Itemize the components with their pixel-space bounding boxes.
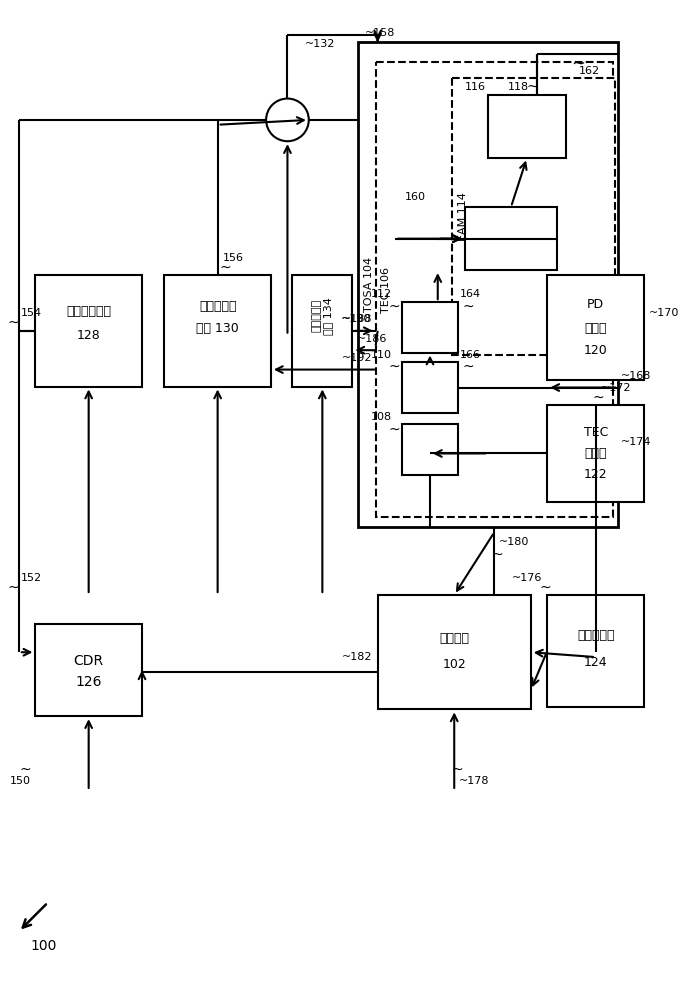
Bar [293, 275, 353, 387]
Text: PD: PD [587, 298, 604, 311]
Text: 154: 154 [20, 308, 42, 318]
Text: TEC: TEC [584, 426, 608, 439]
Text: 150: 150 [10, 776, 31, 786]
Bar [164, 275, 271, 387]
Text: 152: 152 [20, 573, 42, 583]
Bar [548, 405, 644, 502]
Bar [548, 595, 644, 707]
Text: ~186: ~186 [357, 334, 387, 344]
Text: ~174: ~174 [621, 437, 651, 447]
Text: 128: 128 [77, 329, 100, 342]
Text: ~: ~ [388, 300, 400, 314]
Text: ~180: ~180 [499, 537, 530, 547]
Bar [548, 275, 644, 380]
Text: ~: ~ [8, 580, 19, 594]
Text: ~: ~ [527, 80, 539, 94]
Text: ~: ~ [20, 763, 31, 777]
Text: 120: 120 [584, 344, 608, 357]
Text: 调制器偏置: 调制器偏置 [199, 300, 237, 313]
Text: ~: ~ [593, 390, 604, 404]
Text: ~: ~ [463, 300, 475, 314]
Bar [378, 595, 531, 709]
Text: ~176: ~176 [512, 573, 542, 583]
Text: 162: 162 [579, 66, 600, 76]
Text: TOSA 104: TOSA 104 [364, 257, 374, 312]
Text: ~: ~ [8, 316, 19, 330]
Bar [358, 42, 618, 527]
Text: 108: 108 [371, 412, 392, 422]
Text: ~: ~ [572, 55, 586, 73]
Text: ~190: ~190 [340, 314, 371, 324]
Bar [465, 207, 557, 270]
Text: 112: 112 [371, 289, 392, 299]
Text: ~170: ~170 [649, 308, 679, 318]
Text: ~: ~ [539, 580, 551, 594]
Bar [35, 624, 142, 716]
Text: ~188: ~188 [342, 314, 373, 324]
Text: 116: 116 [465, 82, 486, 92]
Text: ~: ~ [492, 547, 503, 561]
Text: 166: 166 [460, 350, 481, 360]
Text: 156: 156 [222, 253, 243, 263]
Text: ~: ~ [220, 260, 231, 274]
Bar [402, 302, 458, 353]
Text: CDR: CDR [74, 654, 104, 668]
Bar [402, 362, 458, 413]
Bar [376, 62, 613, 517]
Bar [402, 424, 458, 475]
Text: 160: 160 [405, 192, 426, 202]
Text: ~158: ~158 [365, 28, 396, 38]
Text: 100: 100 [31, 939, 57, 953]
Text: 164: 164 [460, 289, 481, 299]
Text: 温度传感器: 温度传感器 [577, 629, 614, 642]
Text: 126: 126 [76, 675, 102, 689]
Text: 122: 122 [584, 468, 608, 481]
Text: 电路 130: 电路 130 [196, 322, 239, 335]
Text: 控制设备: 控制设备 [439, 632, 469, 645]
Text: 110: 110 [371, 350, 392, 360]
Text: 监测器: 监测器 [584, 322, 607, 335]
Text: EAM 114: EAM 114 [458, 192, 468, 241]
Text: ~: ~ [388, 422, 400, 436]
Text: 118: 118 [507, 82, 529, 92]
Bar [35, 275, 142, 387]
Text: ~: ~ [463, 360, 475, 374]
Text: 102: 102 [443, 658, 466, 671]
Text: ~192: ~192 [342, 353, 373, 363]
Text: ~168: ~168 [621, 371, 651, 381]
Text: ~: ~ [451, 763, 463, 777]
Text: ~: ~ [388, 360, 400, 374]
Text: ~178: ~178 [459, 776, 490, 786]
Text: 控制器: 控制器 [584, 447, 607, 460]
Bar [488, 95, 566, 158]
Text: ~172: ~172 [601, 383, 631, 393]
Text: TEC 106: TEC 106 [381, 267, 391, 313]
Text: ~182: ~182 [342, 652, 373, 662]
Bar [452, 78, 615, 355]
Text: 激光器偏置
电路 134: 激光器偏置 电路 134 [312, 297, 333, 335]
Text: 调制器驱动器: 调制器驱动器 [66, 305, 111, 318]
Text: ~132: ~132 [305, 39, 336, 49]
Text: 124: 124 [584, 656, 608, 669]
